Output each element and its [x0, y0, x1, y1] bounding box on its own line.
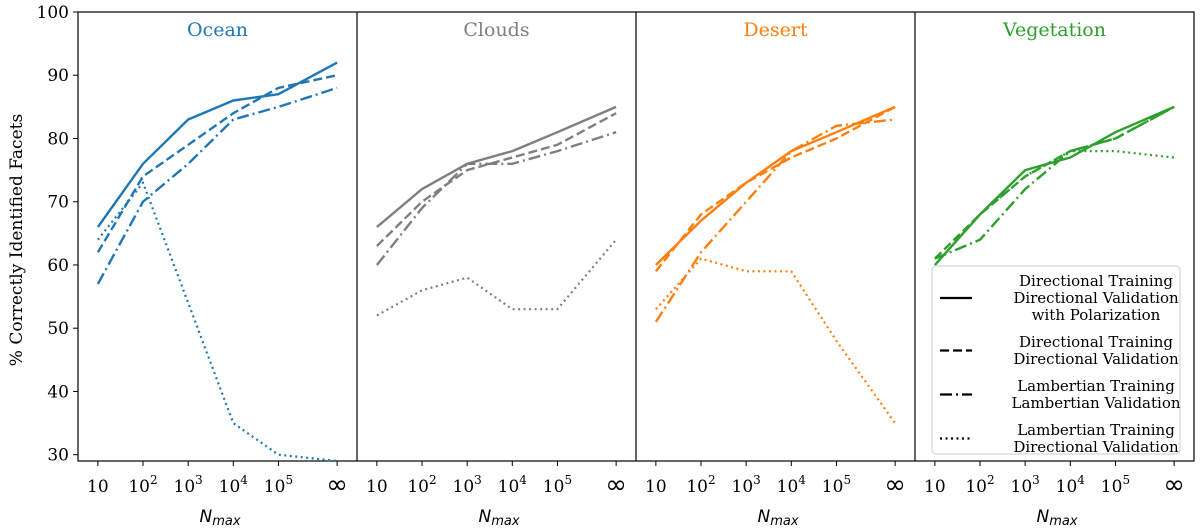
x-tick-label: ∞ [1163, 470, 1185, 500]
legend-label: Directional Training [1019, 272, 1173, 290]
panel-title: Desert [743, 19, 808, 41]
x-tick-label: 104 [498, 473, 528, 497]
y-tick-label: 50 [47, 319, 69, 339]
y-tick-label: 90 [47, 66, 69, 86]
panel-title: Clouds [463, 19, 529, 41]
x-tick-label: ∞ [605, 470, 627, 500]
panel-title: Vegetation [1002, 19, 1106, 41]
x-axis-label: Nmax [479, 507, 520, 529]
x-tick-label: 105 [822, 473, 851, 497]
legend-label: Directional Validation [1013, 350, 1179, 368]
legend-label: with Polarization [1032, 306, 1161, 324]
series-line-dashdot [654, 118, 896, 323]
plot-area: 30 40 50 60 70 80 90 100 Ocean 10 102 103 104 105 ∞ Nma… [37, 3, 1195, 529]
series-line-dashed [96, 74, 338, 253]
series-line-dotted [376, 238, 617, 317]
x-tick-label: 10 [924, 477, 946, 497]
x-tick-label: 103 [732, 473, 761, 497]
x-tick-label: 102 [407, 473, 436, 497]
x-tick-label: 102 [686, 473, 715, 497]
x-tick-label: 103 [453, 473, 482, 497]
series-line-dotted [655, 257, 896, 424]
x-axis-label: Nmax [200, 507, 241, 529]
x-tick-label: 104 [777, 473, 807, 497]
series-line-solid [376, 105, 617, 228]
x-tick-label: 103 [1011, 473, 1040, 497]
x-tick-label: 105 [264, 473, 293, 497]
legend-label: Lambertian Validation [1011, 394, 1180, 412]
x-tick-label: 105 [1101, 473, 1130, 497]
series-line-dashed [934, 105, 1175, 260]
panel-vegetation: Vegetation 10 102 103 104 105 ∞ Nmax [924, 19, 1185, 529]
x-axis-label: Nmax [1037, 507, 1078, 529]
x-tick-label: 104 [219, 473, 249, 497]
y-tick-label: 30 [47, 446, 69, 466]
series-line-solid [96, 61, 338, 228]
legend-label: Lambertian Training [1017, 421, 1175, 439]
series-line-dashed [654, 105, 896, 273]
series-line-solid [934, 105, 1175, 266]
x-tick-label: 102 [128, 473, 157, 497]
legend-label: Directional Training [1019, 333, 1173, 351]
x-axis-label: Nmax [758, 507, 799, 529]
legend-box [931, 265, 1181, 455]
x-tick-label: ∞ [326, 470, 348, 500]
series-line-dotted [97, 181, 338, 463]
y-tick-label: 60 [47, 256, 69, 276]
legend-label: Lambertian Training [1017, 377, 1175, 395]
series-line-dashdot [934, 105, 1175, 260]
y-axis-label: % Correctly Identified Facets [7, 114, 27, 366]
legend-label: Directional Validation [1013, 289, 1179, 307]
series-line-dotted [934, 150, 1175, 266]
x-tick-label: 105 [543, 473, 572, 497]
x-tick-label: 10 [645, 477, 667, 497]
x-tick-label: 103 [174, 473, 203, 497]
x-tick-label: ∞ [884, 470, 906, 500]
y-tick-label: 40 [47, 382, 69, 402]
legend-label: Directional Validation [1013, 438, 1179, 456]
panel-desert: Desert 10 102 103 104 105 ∞ Nmax [645, 19, 906, 529]
series-line-dashdot [375, 131, 617, 266]
y-tick-label: 80 [47, 129, 69, 149]
panel-clouds: Clouds 10 102 103 104 105 ∞ Nmax [366, 19, 627, 529]
panel-title: Ocean [187, 19, 248, 41]
x-tick-label: 104 [1056, 473, 1086, 497]
y-tick-label: 70 [47, 193, 69, 213]
y-tick-label: 100 [37, 3, 69, 23]
x-tick-label: 102 [965, 473, 994, 497]
series-line-solid [655, 105, 896, 266]
x-tick-label: 10 [366, 477, 388, 497]
series-line-dashed [376, 112, 617, 247]
series-line-dashdot [96, 86, 338, 285]
x-tick-label: 10 [87, 477, 109, 497]
panel-ocean: Ocean 10 102 103 104 105 ∞ Nmax [87, 19, 348, 529]
